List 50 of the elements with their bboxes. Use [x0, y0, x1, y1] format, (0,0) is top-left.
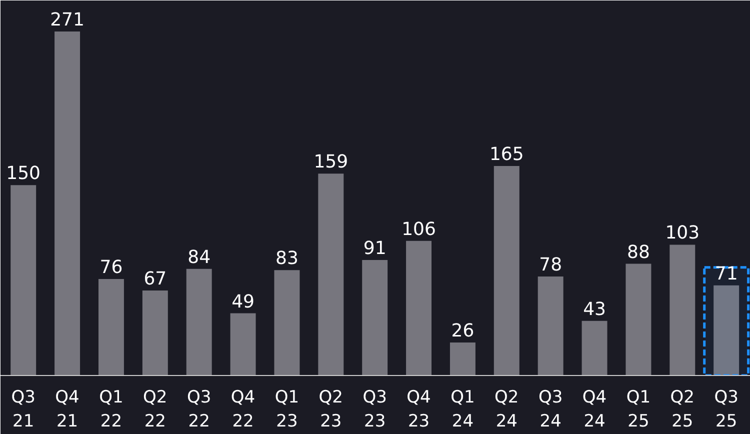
bar: [142, 290, 168, 376]
bar: [186, 268, 212, 376]
x-tick-label: Q2 22: [143, 388, 168, 432]
bar: [98, 279, 124, 376]
data-label: 106: [402, 218, 436, 240]
bar: [362, 260, 388, 376]
bar: [406, 240, 432, 376]
bar: [318, 174, 344, 376]
data-label: 83: [276, 248, 298, 270]
bar: [10, 185, 36, 376]
bar: [494, 166, 520, 376]
bar: [54, 31, 80, 376]
x-tick-label: Q2 23: [318, 388, 344, 432]
data-label: 71: [714, 263, 738, 284]
x-tick-label: Q3 25: [714, 388, 738, 432]
data-label: 159: [314, 152, 348, 173]
bar: [670, 244, 696, 376]
x-tick-label: Q4 22: [230, 388, 256, 432]
data-label: 84: [188, 246, 211, 268]
bar: [230, 313, 256, 376]
bar: [626, 264, 652, 376]
x-tick-label: Q2 24: [494, 388, 519, 432]
data-label: 91: [363, 238, 386, 259]
bar: [274, 270, 300, 376]
x-tick-label: Q3 22: [186, 388, 212, 432]
data-label: 103: [665, 222, 700, 244]
x-tick-label: Q1 23: [274, 388, 300, 432]
bar: [450, 342, 476, 376]
data-label: 49: [232, 291, 254, 312]
data-label: 150: [6, 163, 41, 184]
data-label: 43: [583, 298, 606, 320]
data-label: 165: [489, 144, 524, 166]
data-label: 88: [627, 242, 650, 263]
x-tick-label: Q3 23: [362, 388, 387, 432]
data-label: 76: [100, 257, 123, 278]
x-tick-label: Q2 25: [670, 388, 695, 432]
x-tick-label: Q3 24: [538, 388, 563, 432]
data-label: 78: [539, 254, 562, 276]
data-label: 26: [451, 320, 474, 342]
x-tick-label: Q1 22: [99, 388, 124, 432]
x-tick-label: Q1 25: [626, 388, 651, 432]
data-label: 67: [144, 268, 167, 290]
x-tick-label: Q4 24: [582, 388, 607, 432]
data-label: 271: [50, 9, 84, 30]
bar: [582, 320, 608, 376]
x-tick-label: Q3 21: [11, 388, 36, 432]
x-tick-label: Q4 23: [406, 388, 431, 432]
x-tick-label: Q1 24: [450, 388, 475, 432]
x-tick-label: Q4 21: [55, 388, 80, 432]
bar: [538, 276, 564, 376]
